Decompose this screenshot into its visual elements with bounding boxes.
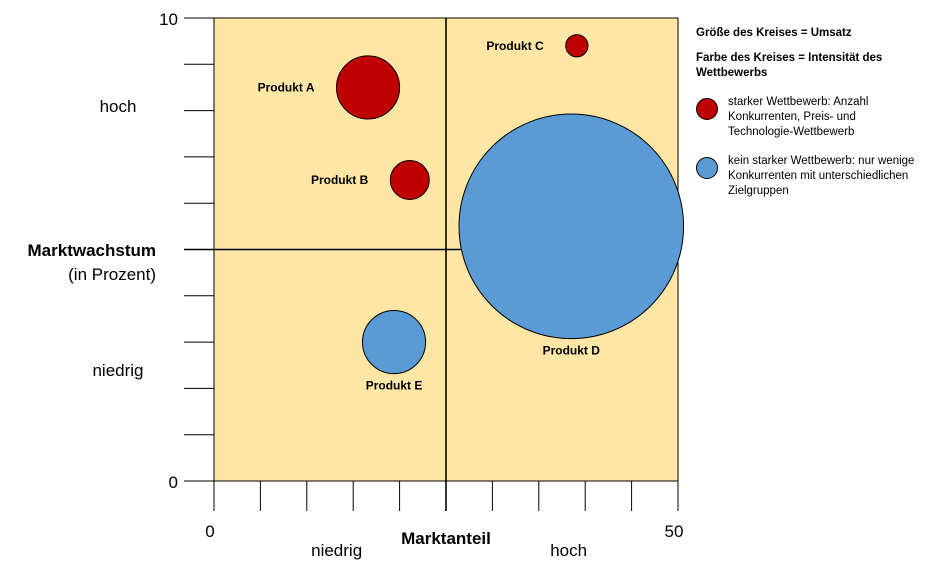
legend-size-note: Größe des Kreises = Umsatz: [696, 27, 852, 39]
y-axis-subtitle: (in Prozent): [68, 265, 156, 284]
legend-item-weak: kein starker Wettbewerb: nur wenige Konk…: [696, 154, 921, 199]
bubble-produkt-a: [335, 55, 401, 120]
bubble-produkt-b: [389, 160, 430, 201]
legend-color-note: Farbe des Kreises = Intensität des Wettb…: [696, 52, 883, 79]
bubble-label: Produkt E: [366, 379, 423, 393]
bubble-label: Produkt A: [258, 80, 315, 94]
x-tick-label: 50: [665, 522, 684, 541]
y-axis-title: Marktwachstum: [28, 241, 156, 260]
y-category-label: niedrig: [92, 361, 143, 380]
bubble-label: Produkt C: [486, 39, 544, 53]
legend-text-weak: kein starker Wettbewerb: nur wenige Konk…: [728, 155, 915, 197]
legend: Größe des Kreises = Umsatz Farbe des Kre…: [696, 26, 921, 199]
tick-marks: [184, 17, 679, 511]
x-tick-label: 0: [205, 522, 214, 541]
bubble-label: Produkt B: [311, 173, 369, 187]
bubbles: Produkt A Produkt B Produkt C Produkt D Prod…: [258, 34, 685, 393]
y-tick-label: 0: [169, 473, 178, 492]
axis-labels: 0 10 0 50 hoch niedrig niedrig hoch Marktwachstu…: [28, 10, 684, 560]
legend-text-strong: starker Wettbewerb: Anzahl Konkurrenten,…: [728, 96, 869, 138]
x-axis-title: Marktanteil: [401, 529, 491, 548]
x-category-label: niedrig: [311, 541, 362, 560]
y-tick-label: 10: [159, 10, 178, 29]
bubble-produkt-d: [458, 113, 685, 340]
bubble-produkt-c: [565, 34, 589, 58]
bubble-label: Produkt D: [543, 344, 601, 358]
legend-item-strong: starker Wettbewerb: Anzahl Konkurrenten,…: [696, 95, 921, 140]
x-category-label: hoch: [550, 541, 587, 560]
legend-swatch-weak: [696, 157, 718, 179]
y-category-label: hoch: [100, 97, 137, 116]
bubble-produkt-e: [361, 310, 427, 375]
legend-swatch-strong: [696, 98, 718, 120]
